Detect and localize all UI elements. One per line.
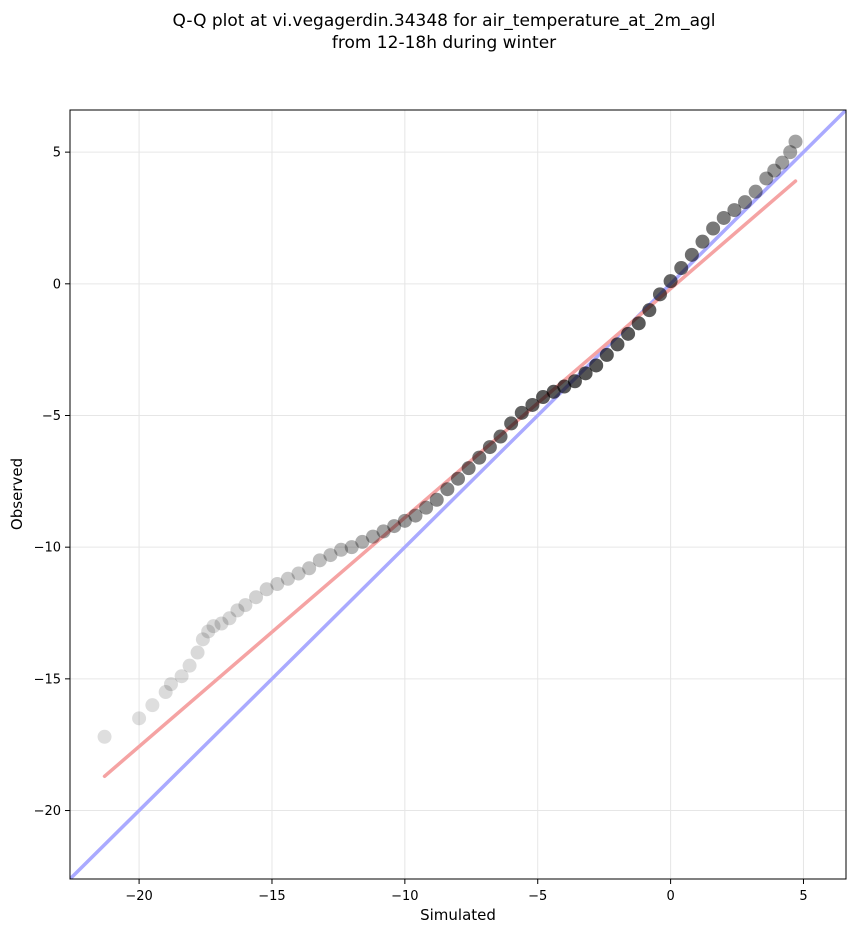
qq-point bbox=[610, 337, 625, 352]
qq-point bbox=[291, 566, 306, 581]
qq-point bbox=[174, 669, 189, 684]
fit-line bbox=[102, 179, 798, 779]
x-tick-label: 5 bbox=[799, 889, 807, 904]
qq-point bbox=[365, 529, 380, 544]
qq-point bbox=[387, 519, 402, 534]
qq-point bbox=[397, 513, 412, 528]
x-axis: −20 −15 −10 −5 0 5 bbox=[125, 879, 808, 904]
qq-point bbox=[727, 203, 742, 218]
qq-point bbox=[97, 729, 112, 744]
qq-point bbox=[788, 134, 803, 149]
grid bbox=[70, 110, 846, 879]
qq-point bbox=[163, 677, 178, 692]
qq-point bbox=[775, 155, 790, 170]
y-tick-label: −10 bbox=[34, 541, 61, 556]
qq-point bbox=[440, 482, 455, 497]
qq-point bbox=[631, 316, 646, 331]
qq-point bbox=[355, 534, 370, 549]
qq-point bbox=[222, 611, 237, 626]
qq-point bbox=[249, 590, 264, 605]
qq-point bbox=[461, 461, 476, 476]
qq-point bbox=[525, 397, 540, 412]
qq-point bbox=[493, 429, 508, 444]
qq-point bbox=[132, 711, 147, 726]
qq-point bbox=[280, 571, 295, 586]
plot-frame bbox=[69, 109, 847, 880]
qq-point bbox=[472, 450, 487, 465]
qq-point bbox=[536, 390, 551, 405]
chart-subtitle: from 12-18h during winter bbox=[332, 33, 556, 53]
qq-point bbox=[652, 287, 667, 302]
qq-point bbox=[408, 508, 423, 523]
qq-point bbox=[767, 163, 782, 178]
qq-point bbox=[190, 645, 205, 660]
qq-point bbox=[158, 685, 173, 700]
qq-point bbox=[504, 416, 519, 431]
qq-point bbox=[259, 582, 274, 597]
qq-point bbox=[376, 524, 391, 539]
qq-point bbox=[270, 577, 285, 592]
qq-point bbox=[302, 561, 317, 576]
qq-point bbox=[599, 347, 614, 362]
y-tick-label: −5 bbox=[42, 409, 61, 424]
qq-point bbox=[663, 274, 678, 289]
qq-point bbox=[621, 326, 636, 341]
qq-point bbox=[546, 384, 561, 399]
qq-point bbox=[748, 184, 763, 199]
y-tick-label: 0 bbox=[53, 277, 61, 292]
y-tick-label: 5 bbox=[53, 146, 61, 161]
qq-point bbox=[589, 358, 604, 373]
plot-area bbox=[70, 110, 846, 879]
qq-point bbox=[706, 221, 721, 236]
x-tick-label: 0 bbox=[666, 889, 674, 904]
x-tick-label: −10 bbox=[391, 889, 418, 904]
qq-point bbox=[419, 500, 434, 515]
qq-point bbox=[344, 540, 359, 555]
y-tick-label: −15 bbox=[34, 672, 61, 687]
qq-point bbox=[312, 553, 327, 568]
qq-point bbox=[674, 261, 689, 276]
qq-point bbox=[238, 598, 253, 613]
qq-point bbox=[642, 303, 657, 318]
qq-point bbox=[738, 195, 753, 210]
qq-point bbox=[451, 471, 465, 486]
chart-title: Q-Q plot at vi.vegagerdin.34348 for air_… bbox=[172, 11, 715, 31]
qq-point bbox=[230, 603, 245, 618]
x-axis-label: Simulated bbox=[420, 906, 496, 924]
qq-point bbox=[429, 492, 444, 507]
qq-point bbox=[195, 632, 210, 647]
qq-point bbox=[206, 619, 221, 634]
x-tick-label: −20 bbox=[125, 889, 152, 904]
y-axis: −20 −15 −10 −5 0 5 bbox=[34, 146, 70, 819]
qq-point bbox=[214, 616, 229, 631]
qq-point bbox=[567, 374, 582, 389]
qq-point bbox=[323, 548, 338, 563]
qq-point bbox=[557, 379, 572, 394]
qq-point bbox=[334, 542, 349, 557]
qq-point bbox=[759, 171, 774, 186]
qq-point bbox=[182, 658, 197, 673]
identity-line bbox=[70, 110, 846, 879]
qq-point bbox=[482, 440, 497, 455]
qq-point bbox=[695, 234, 710, 249]
qq-point bbox=[514, 405, 529, 420]
qq-point bbox=[684, 247, 699, 262]
qq-point bbox=[201, 624, 216, 639]
qq-point bbox=[145, 698, 160, 713]
qq-point bbox=[716, 210, 731, 225]
x-tick-label: −15 bbox=[258, 889, 285, 904]
y-axis-label: Observed bbox=[8, 458, 26, 530]
x-tick-label: −5 bbox=[528, 889, 547, 904]
qq-point bbox=[783, 145, 798, 160]
qq-point bbox=[578, 366, 593, 381]
y-tick-label: −20 bbox=[34, 804, 61, 819]
